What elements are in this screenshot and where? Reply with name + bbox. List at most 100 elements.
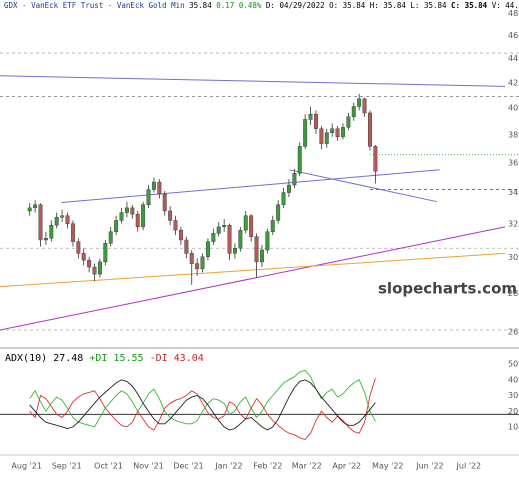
candle-body	[168, 210, 173, 221]
candle-body	[351, 106, 356, 118]
y-tick-label: 38	[508, 130, 518, 139]
candle-body	[297, 146, 302, 174]
candle-body	[335, 128, 340, 137]
candle-body	[54, 217, 59, 226]
x-tick-label: Jun '22	[415, 462, 443, 471]
candle-body	[222, 225, 227, 228]
candle-body	[135, 213, 140, 228]
y-tick-label: 30	[508, 391, 518, 400]
quote: V: 44.29	[492, 1, 519, 10]
y-tick-label: 50	[508, 360, 518, 369]
candle-body	[178, 229, 183, 241]
indicator-line	[29, 378, 376, 441]
y-tick-label: 34	[508, 188, 518, 197]
y-tick-label: 36	[508, 158, 518, 167]
indicator-legend: ADX(10) 27.48 +DI 15.55 -DI 43.04	[5, 353, 204, 364]
quote: C: 35.84	[451, 1, 488, 10]
candle-body	[97, 261, 102, 275]
candle-body	[162, 193, 167, 212]
y-tick-label: 48	[508, 9, 518, 18]
candle-body	[314, 114, 318, 129]
y-tick-label: 30	[508, 253, 518, 262]
x-tick-label: Sep '21	[52, 462, 82, 471]
candle-body	[38, 204, 43, 241]
candle-body	[76, 241, 81, 254]
candle-body	[60, 215, 65, 218]
candle-body	[303, 119, 308, 147]
candle-body	[141, 204, 146, 228]
candle-body	[276, 204, 281, 221]
y-tick-label: 20	[508, 407, 518, 416]
candle-body	[341, 127, 345, 137]
candle-body	[124, 207, 129, 213]
x-tick-label: Apr '22	[332, 462, 361, 471]
candle-body	[27, 207, 32, 212]
candle-body	[70, 223, 75, 242]
candle-body	[189, 253, 194, 264]
trendline	[61, 169, 440, 203]
y-tick-label: 40	[508, 375, 518, 384]
candle-body	[254, 236, 259, 263]
legend-name: +DI	[89, 353, 107, 364]
x-tick-label: Feb '22	[253, 462, 282, 471]
x-tick-label: Aug '21	[11, 462, 42, 471]
candle-body	[130, 207, 135, 215]
candle-body	[146, 189, 151, 205]
candle-body	[259, 249, 264, 263]
candle-body	[227, 225, 232, 254]
candle-body	[81, 253, 86, 261]
x-tick-label: May '22	[372, 462, 403, 471]
x-tick-label: Mar '22	[292, 462, 322, 471]
legend-value: 43.04	[174, 353, 204, 364]
candle-body	[368, 112, 372, 147]
candle-body	[373, 146, 378, 172]
plot: 26 28 30 32 34 36 38 40 42 44 46 48 10 20 30 40 50 Aug '2…	[0, 9, 519, 471]
x-tick-label: Jan '22	[214, 462, 242, 471]
trendline	[0, 252, 506, 288]
indicator-line	[29, 379, 376, 431]
x-tick-label: Dec '21	[173, 462, 203, 471]
quote: H: 35.84	[370, 1, 407, 10]
y-tick-label: 42	[508, 78, 518, 87]
legend-name: ADX(10)	[5, 353, 47, 364]
candle-body	[243, 215, 248, 231]
quote: L: 35.84	[410, 1, 447, 10]
y-tick-label: 26	[508, 327, 518, 336]
y-tick-label: 32	[508, 220, 518, 229]
candle-body	[281, 192, 286, 205]
x-tick-label: Jul '22	[456, 462, 482, 471]
candle-body	[43, 238, 48, 241]
candle-body	[205, 241, 210, 257]
candle-body	[216, 226, 221, 234]
candle-body	[292, 173, 297, 186]
candle-body	[200, 256, 205, 270]
quote: 0.17	[216, 1, 234, 10]
quote: 0.48%	[239, 1, 262, 10]
candle-body	[114, 220, 119, 232]
legend-name: -DI	[150, 353, 168, 364]
candle-body	[151, 181, 156, 190]
candle-body	[157, 181, 162, 195]
candle-body	[270, 220, 275, 232]
chart-title: GDX - VanEck ETF Trust - VanEck Gold Min	[4, 1, 185, 10]
candle-body	[238, 229, 243, 249]
y-tick-label: 10	[508, 423, 518, 432]
candle-body	[319, 128, 324, 144]
candle-body	[92, 266, 97, 275]
x-tick-label: Nov '21	[133, 462, 164, 471]
trendline	[0, 226, 506, 331]
candle-body	[265, 231, 270, 251]
candle-body	[346, 116, 351, 128]
candle-body	[249, 215, 254, 237]
candle-body	[184, 239, 189, 254]
candle-body	[49, 225, 54, 239]
candle-body	[65, 215, 70, 224]
legend-value: 15.55	[113, 353, 143, 364]
y-tick-label: 46	[508, 31, 518, 40]
candle-body	[108, 231, 113, 244]
candle-body	[173, 220, 178, 231]
candle-body	[195, 263, 200, 270]
trendline	[0, 75, 506, 87]
